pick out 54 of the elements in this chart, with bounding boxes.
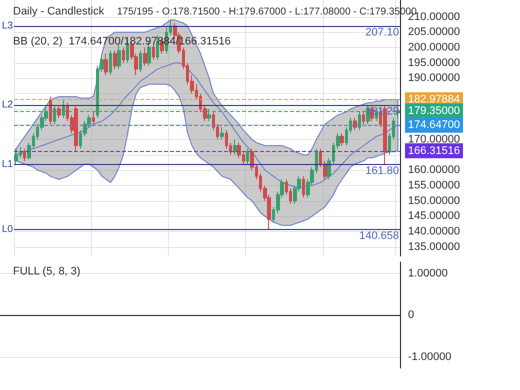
candlestick — [233, 138, 237, 156]
candlestick — [109, 50, 112, 76]
ref-line-label: L2 — [2, 99, 14, 110]
candlestick — [340, 132, 344, 146]
candlestick — [362, 111, 365, 125]
candlestick — [122, 47, 125, 64]
candlestick — [117, 44, 121, 70]
text: Daily - Candlestick — [13, 6, 105, 18]
ref-line-label: L1 — [2, 159, 14, 170]
ref-line-label: L0 — [2, 224, 14, 235]
candlestick — [49, 96, 52, 125]
y-tick-label: 155.00000 — [408, 179, 460, 192]
ref-line-label: L3 — [2, 20, 14, 32]
y-tick-label: 150.00000 — [408, 194, 460, 207]
y-tick-label: 135.00000 — [408, 240, 460, 253]
candlestick — [113, 50, 117, 70]
ref-line-label: 179.35000 — [408, 104, 460, 117]
annotation: 161.80 — [365, 165, 399, 178]
y-tick-label: 205.00000 — [408, 26, 460, 38]
candlestick — [220, 126, 224, 140]
annotation: 181.29 — [365, 105, 399, 118]
candlestick — [23, 148, 26, 162]
y-tick-label: 195.00000 — [408, 56, 460, 69]
chart-title: FULL (5, 8, 3) — [13, 266, 80, 278]
candlestick — [104, 53, 108, 76]
candlestick — [74, 105, 78, 152]
y-tick-label: -1.00000 — [408, 350, 452, 363]
candlestick — [143, 47, 147, 66]
y-tick-label: 160.00000 — [408, 164, 460, 176]
annotation: 207.10 — [365, 26, 399, 38]
annotation: 140.658 — [359, 230, 399, 242]
y-tick-label: 1.00000 — [408, 268, 448, 280]
y-tick-label: 140.00000 — [408, 225, 460, 238]
y-tick-label: 0 — [408, 309, 414, 322]
y-tick-label: 145.00000 — [408, 210, 460, 222]
candlestick — [207, 108, 211, 122]
candlestick — [358, 111, 361, 131]
y-tick-label: 200.00000 — [408, 42, 460, 54]
candlestick — [302, 176, 305, 198]
ref-line-label: 166.31516 — [408, 144, 460, 157]
candlestick — [246, 148, 249, 165]
candlestick — [353, 118, 357, 131]
candlestick — [57, 105, 61, 119]
candlestick — [152, 44, 155, 60]
ref-line-label: 182.97884 — [408, 94, 460, 106]
y-tick-label: 170.00000 — [408, 133, 460, 146]
candlestick — [139, 50, 142, 73]
candlestick — [92, 111, 95, 125]
line-series — [16, 62, 398, 188]
candlestick — [14, 148, 18, 165]
ref-line-label: 174.64700 — [408, 119, 460, 132]
candlestick — [62, 99, 65, 119]
y-tick-label: 190.00000 — [408, 72, 460, 84]
candlestick — [53, 105, 56, 125]
